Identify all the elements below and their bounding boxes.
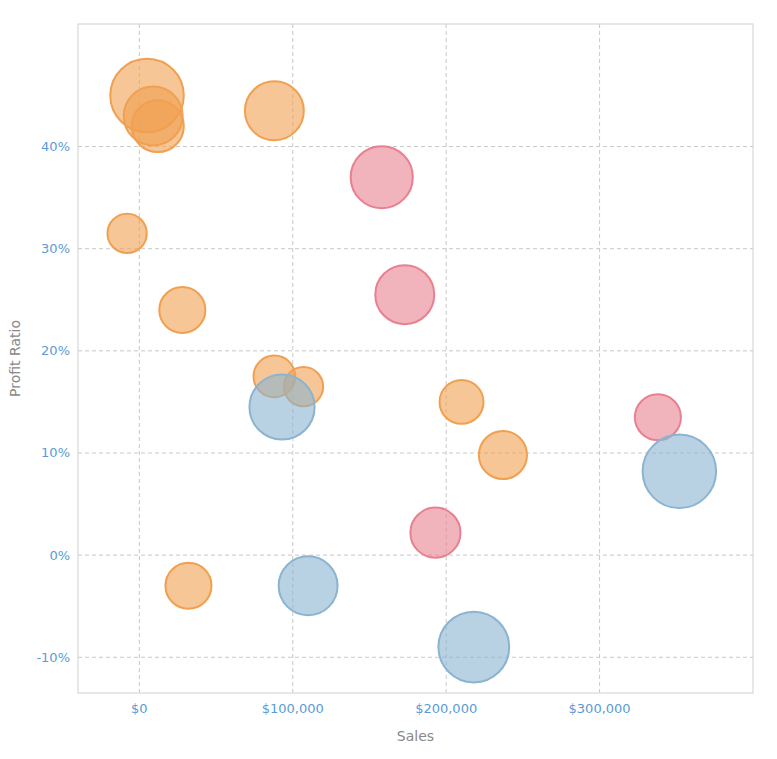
bubble bbox=[165, 563, 211, 609]
y-tick-label: 10% bbox=[41, 445, 70, 460]
tick-labels: $0 $100,000 $200,000 $300,000 -10% 0% 10% 20% 30… bbox=[36, 139, 630, 716]
y-grid-line bbox=[78, 248, 753, 249]
y-grid-line bbox=[78, 657, 753, 658]
y-tick-label: 0% bbox=[49, 548, 70, 563]
y-grid-line bbox=[78, 555, 753, 556]
y-tick-label: 30% bbox=[41, 241, 70, 256]
bubble bbox=[107, 214, 146, 253]
points bbox=[107, 59, 716, 683]
y-tick-label: 20% bbox=[41, 343, 70, 358]
x-grid-line bbox=[446, 24, 447, 693]
bubble bbox=[249, 374, 314, 439]
y-axis-label: Profit Ratio bbox=[7, 320, 23, 397]
bubble bbox=[479, 431, 527, 479]
grid bbox=[78, 24, 753, 693]
bubble bbox=[643, 435, 716, 508]
y-grid-line bbox=[78, 350, 753, 351]
bubble bbox=[375, 265, 434, 324]
bubble bbox=[351, 146, 413, 208]
y-tick-label: -10% bbox=[36, 650, 70, 665]
x-tick-label: $100,000 bbox=[262, 701, 324, 716]
y-tick-label: 40% bbox=[41, 139, 70, 154]
x-tick-label: $200,000 bbox=[415, 701, 477, 716]
bubble bbox=[159, 287, 205, 333]
bubble bbox=[279, 556, 338, 615]
chart: $0 $100,000 $200,000 $300,000 -10% 0% 10% 20% 30… bbox=[0, 0, 777, 759]
bubble bbox=[635, 394, 681, 440]
bubble bbox=[245, 81, 304, 140]
bubble bbox=[438, 612, 509, 683]
x-tick-label: $0 bbox=[131, 701, 148, 716]
x-tick-label: $300,000 bbox=[569, 701, 631, 716]
plot-frame bbox=[78, 24, 753, 693]
x-grid-line bbox=[599, 24, 600, 693]
bubble bbox=[410, 508, 460, 558]
x-axis-label: Sales bbox=[397, 728, 434, 744]
bubble bbox=[132, 100, 184, 152]
y-grid-line bbox=[78, 146, 753, 147]
bubble bbox=[440, 380, 484, 424]
background bbox=[0, 0, 777, 759]
